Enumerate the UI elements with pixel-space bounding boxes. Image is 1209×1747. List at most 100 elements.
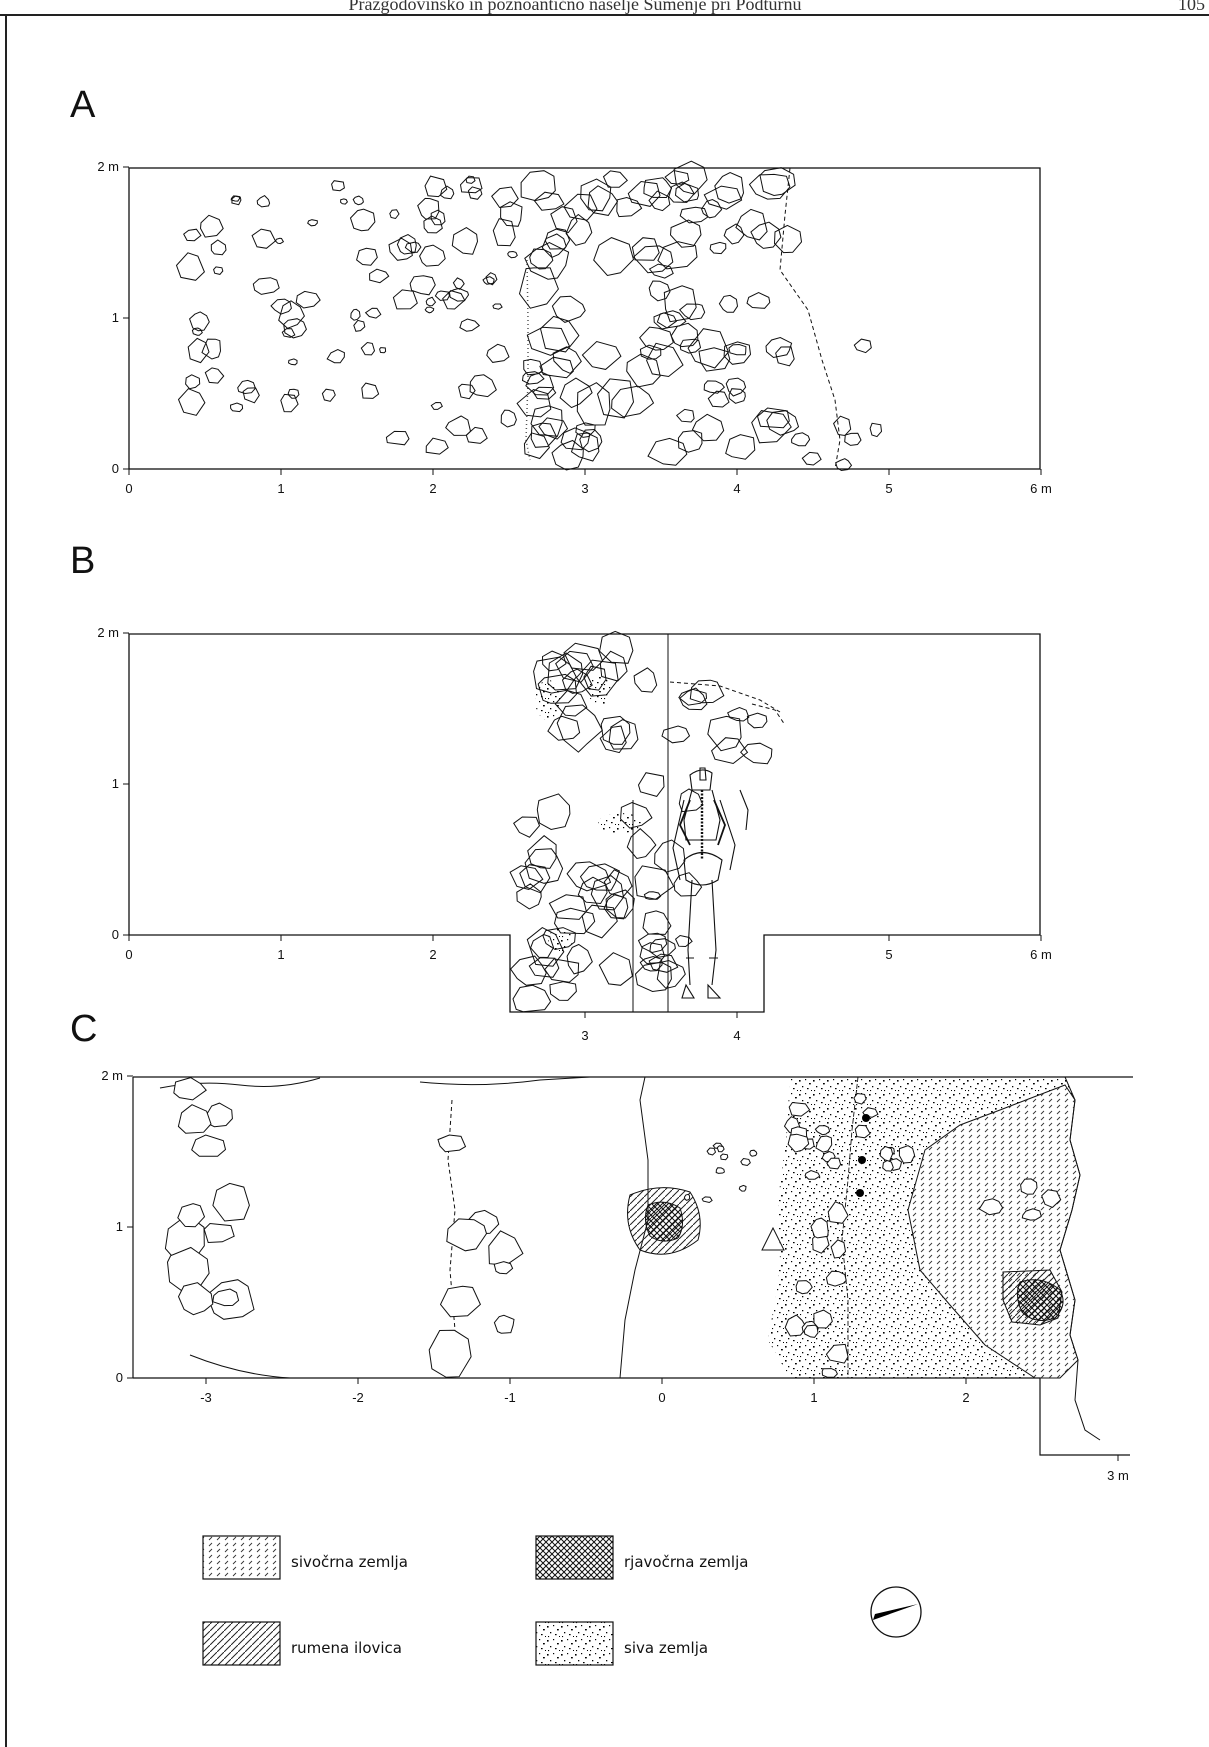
stone	[675, 408, 695, 423]
stone	[256, 194, 271, 208]
stone	[493, 1314, 515, 1334]
stone	[746, 292, 771, 309]
stone	[183, 228, 202, 242]
stone	[728, 388, 746, 404]
stone	[442, 290, 466, 310]
stone	[275, 237, 285, 245]
stone	[581, 340, 622, 370]
stone	[707, 715, 742, 752]
stone	[561, 668, 593, 694]
trench-outline	[128, 633, 1041, 1013]
stone	[544, 958, 580, 983]
running-head: Prazgodovinsko in poznoantično naselje S…	[348, 0, 802, 14]
boundary-line-dashed	[751, 703, 786, 726]
stone	[821, 1368, 839, 1378]
dark-inclusions	[856, 1114, 870, 1197]
stone	[446, 1218, 488, 1252]
stone	[751, 410, 792, 444]
stone	[784, 1314, 808, 1337]
stone	[526, 326, 571, 356]
stone	[869, 422, 883, 438]
stone	[509, 955, 547, 986]
stone	[191, 327, 203, 336]
stone	[801, 451, 822, 466]
stone	[340, 198, 349, 205]
stone	[445, 415, 472, 436]
stone	[185, 374, 201, 390]
stone	[773, 224, 803, 254]
stone	[656, 959, 686, 990]
stone	[576, 382, 611, 426]
stone	[718, 294, 739, 313]
stone	[669, 219, 702, 248]
stone	[580, 178, 612, 212]
stone	[600, 715, 631, 745]
x-tick-label: 2	[962, 1390, 969, 1405]
stone	[815, 1135, 833, 1153]
stone	[835, 458, 853, 472]
stone	[647, 437, 688, 466]
boundary-line-dashed	[669, 681, 781, 713]
stone	[524, 848, 564, 884]
stone	[281, 328, 296, 338]
stone	[670, 322, 699, 348]
stone	[1041, 1189, 1062, 1208]
stone	[709, 241, 727, 255]
stone	[212, 1288, 240, 1307]
stone	[513, 816, 541, 838]
stone	[727, 706, 750, 722]
stone	[632, 245, 674, 274]
stone	[648, 263, 674, 279]
stone	[486, 343, 510, 363]
legend-swatch-rjavocrna	[535, 1535, 614, 1580]
x-tick-label: 3	[581, 481, 588, 496]
y-tick-label: 2 m	[101, 1068, 123, 1083]
stone	[674, 934, 693, 948]
stone	[725, 377, 747, 397]
stone	[701, 1196, 713, 1204]
stone	[500, 201, 523, 227]
stone	[177, 1104, 212, 1134]
stone	[519, 864, 551, 894]
x-tick-label: 0	[125, 947, 132, 962]
stone	[882, 1159, 894, 1172]
stone	[740, 1157, 751, 1167]
stone	[740, 742, 773, 765]
panel-letter-a: A	[70, 84, 96, 126]
stone	[528, 957, 560, 978]
x-tick-label: -2	[352, 1390, 364, 1405]
stone	[175, 252, 205, 281]
stone	[643, 177, 673, 199]
stone	[748, 173, 791, 200]
stone	[547, 652, 584, 691]
stone	[844, 432, 862, 446]
stone	[663, 285, 697, 323]
stone	[639, 344, 662, 360]
panel-letter-c: C	[70, 1008, 98, 1050]
stone	[649, 938, 676, 958]
stone	[199, 214, 224, 238]
stone	[714, 172, 745, 204]
stone	[321, 388, 336, 402]
stone	[642, 910, 672, 935]
stone	[716, 1145, 725, 1153]
stone	[270, 298, 292, 315]
x-tick-label: 6 m	[1030, 947, 1052, 962]
stone	[417, 197, 440, 220]
stone	[577, 876, 608, 905]
stone	[353, 319, 366, 332]
stone	[523, 432, 550, 460]
x-tick-label: 3	[581, 1028, 588, 1043]
stone	[392, 289, 418, 310]
stone	[787, 1133, 810, 1153]
stone	[488, 1230, 524, 1266]
x-tick-label: -3	[200, 1390, 212, 1405]
stone	[639, 326, 674, 351]
stone	[538, 417, 569, 440]
stone	[210, 239, 227, 256]
stone	[661, 725, 691, 744]
x-tick-label: 2	[429, 947, 436, 962]
stone	[590, 875, 625, 911]
x-tick-label: 4	[733, 1028, 740, 1043]
stone	[428, 1329, 472, 1378]
